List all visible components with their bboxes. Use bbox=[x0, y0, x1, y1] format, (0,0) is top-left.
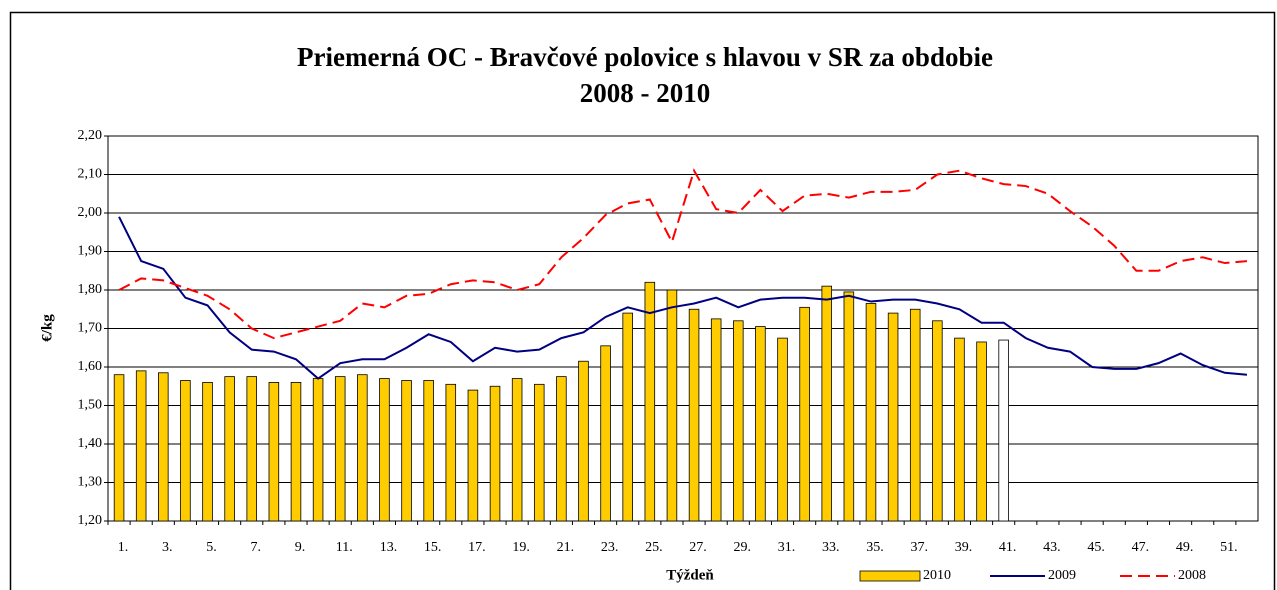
x-tick-label: 41. bbox=[999, 540, 1017, 555]
bar bbox=[268, 381, 280, 522]
bar bbox=[932, 320, 943, 522]
bar bbox=[334, 376, 346, 522]
x-tick-label: 31. bbox=[778, 540, 796, 555]
y-tick-label: 2,10 bbox=[78, 167, 103, 182]
x-tick-label: 15. bbox=[424, 540, 442, 555]
bar bbox=[489, 385, 501, 522]
x-tick-label: 33. bbox=[822, 540, 840, 555]
x-tick-label: 9. bbox=[295, 540, 306, 555]
x-tick-label: 17. bbox=[468, 540, 486, 555]
chart-frame bbox=[9, 11, 1276, 590]
x-tick-label: 37. bbox=[910, 540, 928, 555]
y-tick-label: 1,80 bbox=[78, 282, 103, 297]
x-tick-label: 49. bbox=[1176, 540, 1194, 555]
bar bbox=[666, 289, 678, 522]
x-tick-label: 45. bbox=[1087, 540, 1105, 555]
y-tick-label: 1,20 bbox=[78, 513, 103, 528]
y-tick-label: 1,50 bbox=[78, 398, 103, 413]
x-axis-title: Týždeň bbox=[666, 567, 714, 583]
x-tick-label: 1. bbox=[118, 540, 129, 555]
x-tick-label: 19. bbox=[512, 540, 530, 555]
bar bbox=[821, 285, 833, 522]
bar bbox=[733, 320, 744, 522]
bar bbox=[246, 376, 258, 522]
bar bbox=[113, 374, 125, 522]
x-tick-label: 11. bbox=[336, 540, 353, 555]
legend-label: 2008 bbox=[1178, 568, 1206, 583]
x-tick-label: 29. bbox=[734, 540, 752, 555]
x-tick-label: 21. bbox=[557, 540, 575, 555]
y-tick-label: 2,20 bbox=[78, 128, 103, 143]
bar bbox=[777, 337, 788, 522]
bar bbox=[312, 378, 324, 522]
bar bbox=[622, 312, 633, 522]
bar bbox=[710, 318, 722, 522]
bar bbox=[909, 308, 921, 522]
bar bbox=[180, 380, 191, 522]
x-tick-label: 25. bbox=[645, 540, 663, 555]
bar bbox=[688, 308, 700, 522]
bar bbox=[954, 337, 965, 522]
bar bbox=[401, 380, 412, 522]
x-tick-label: 5. bbox=[206, 540, 217, 555]
bar bbox=[799, 306, 810, 522]
x-tick-label: 51. bbox=[1220, 540, 1238, 555]
y-tick-label: 1,70 bbox=[78, 321, 103, 336]
bar bbox=[290, 381, 302, 522]
legend-label: 2010 bbox=[923, 568, 951, 583]
bar bbox=[379, 378, 390, 522]
x-tick-label: 47. bbox=[1132, 540, 1150, 555]
y-axis-title: €/kg bbox=[39, 314, 55, 342]
x-tick-label: 35. bbox=[866, 540, 884, 555]
bar bbox=[202, 381, 213, 522]
bar bbox=[158, 372, 169, 522]
y-tick-label: 1,30 bbox=[78, 475, 103, 490]
legend-swatch bbox=[859, 570, 921, 582]
y-tick-label: 2,00 bbox=[78, 205, 103, 220]
bar bbox=[445, 383, 457, 522]
chart-title: 2008 - 2010 bbox=[580, 78, 711, 108]
bar bbox=[998, 339, 1009, 522]
x-tick-label: 7. bbox=[251, 540, 262, 555]
y-tick-label: 1,90 bbox=[78, 244, 103, 259]
bar bbox=[976, 341, 987, 522]
x-tick-label: 39. bbox=[955, 540, 973, 555]
bar bbox=[224, 376, 235, 522]
x-tick-label: 23. bbox=[601, 540, 619, 555]
bar bbox=[843, 291, 855, 522]
y-tick-label: 1,60 bbox=[78, 359, 103, 374]
bar bbox=[556, 376, 567, 522]
bar bbox=[578, 360, 589, 522]
bar bbox=[755, 326, 766, 522]
bar bbox=[135, 370, 147, 522]
bar bbox=[600, 345, 611, 522]
line-series bbox=[118, 168, 1248, 340]
x-tick-label: 43. bbox=[1043, 540, 1061, 555]
x-tick-label: 3. bbox=[162, 540, 173, 555]
y-tick-label: 1,40 bbox=[78, 436, 103, 451]
x-tick-label: 13. bbox=[380, 540, 398, 555]
legend-label: 2009 bbox=[1048, 568, 1076, 583]
bar bbox=[644, 281, 656, 522]
bar bbox=[887, 312, 899, 522]
bar bbox=[533, 383, 545, 522]
bar bbox=[511, 378, 523, 522]
chart-title: Priemerná OC - Bravčové polovice s hlavo… bbox=[297, 42, 993, 72]
bar bbox=[865, 303, 877, 522]
bar bbox=[467, 389, 479, 522]
bar bbox=[423, 380, 434, 522]
bar bbox=[357, 374, 368, 522]
x-tick-label: 27. bbox=[689, 540, 707, 555]
line-series bbox=[118, 216, 1248, 380]
